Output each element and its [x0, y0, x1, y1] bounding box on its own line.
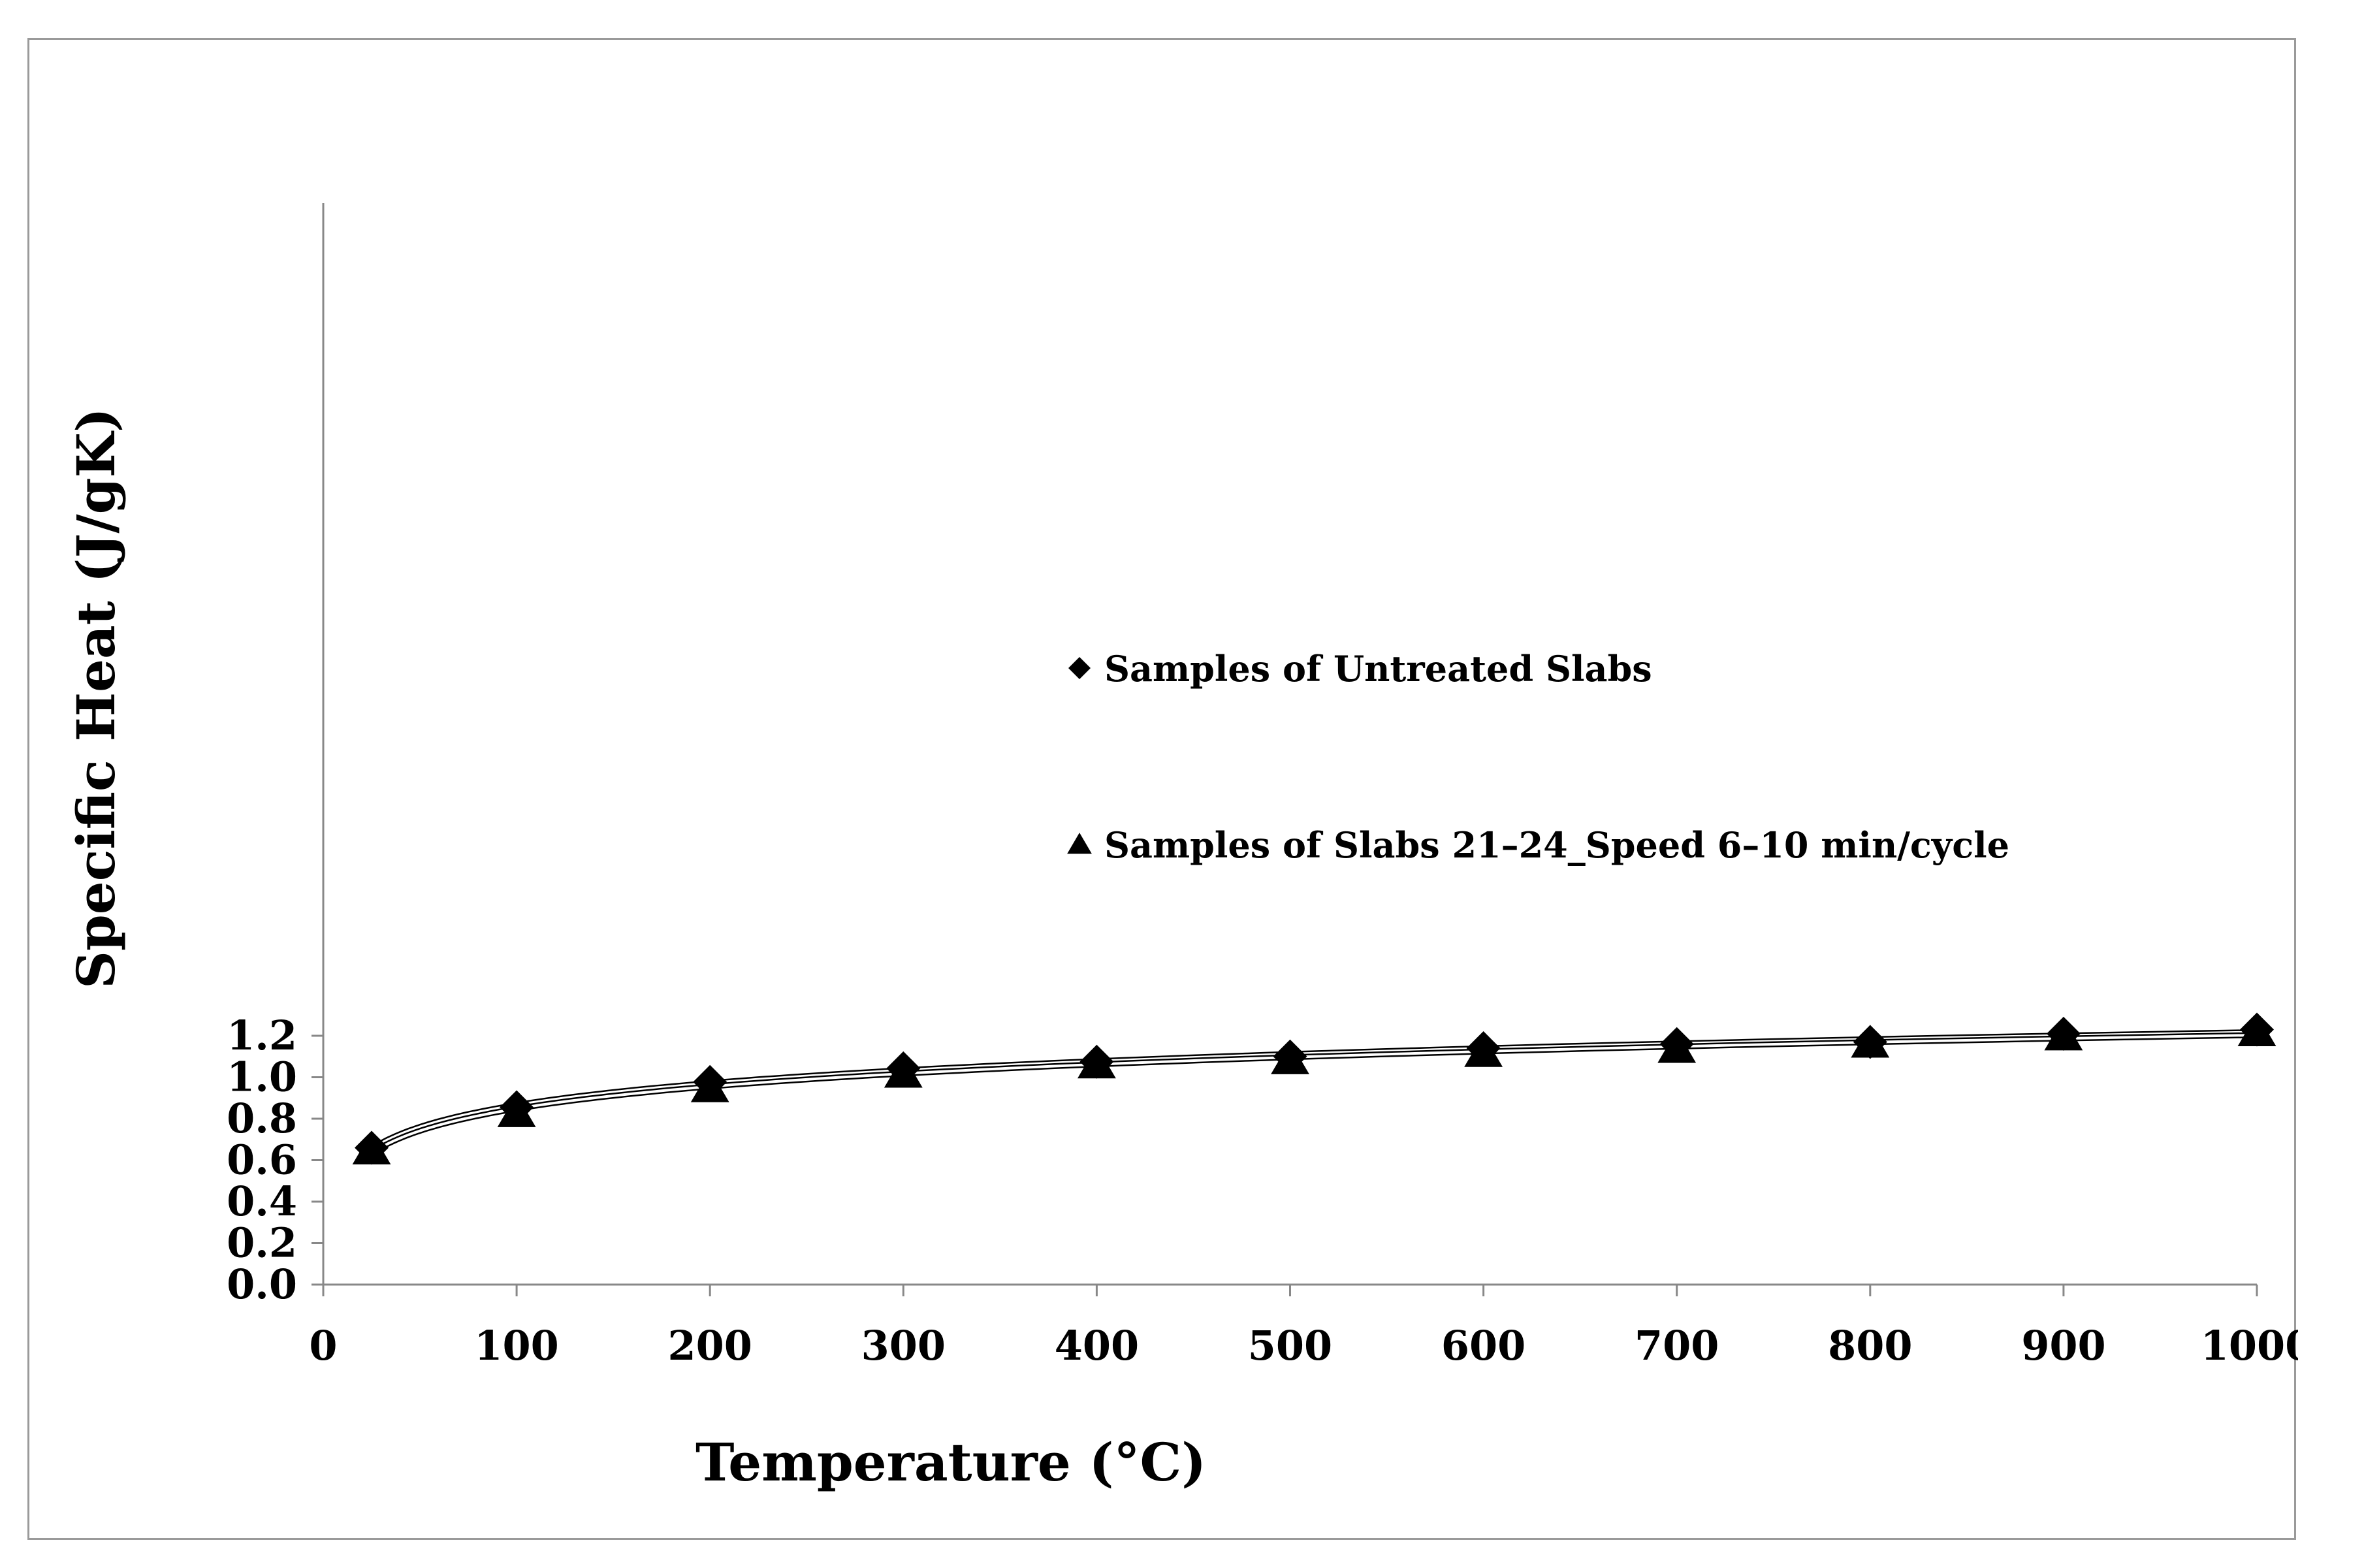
y-tick-label: 0.6	[227, 1136, 297, 1184]
trendline-2-inner	[370, 1034, 2258, 1155]
data-point-slabs-21-24	[497, 1094, 536, 1127]
x-tick-label: 700	[1635, 1322, 1719, 1369]
data-point-slabs-21-24	[1078, 1045, 1116, 1079]
x-tick-label: 900	[2021, 1322, 2105, 1369]
axes: 0.00.20.40.60.81.01.2 0 100 200 300 400 500 600…	[227, 203, 2298, 1369]
x-tick-label: 0	[309, 1322, 337, 1369]
x-tick-label: 800	[1828, 1322, 1912, 1369]
trendlines	[370, 1029, 2258, 1156]
data-point-slabs-21-24	[352, 1131, 391, 1165]
y-tick-label: 1.0	[227, 1053, 297, 1101]
y-tick-label: 0.4	[227, 1177, 297, 1225]
y-tick-label: 1.2	[227, 1012, 297, 1059]
y-tick-label: 0.0	[227, 1260, 297, 1308]
data-point-slabs-21-24	[690, 1069, 729, 1102]
markers	[352, 1012, 2276, 1165]
legend-label: Samples of Slabs 21–24_Speed 6–10 min/cy…	[1104, 824, 2009, 866]
legend-diamond-icon	[1068, 657, 1091, 679]
data-point-slabs-21-24	[1271, 1041, 1309, 1074]
trendline-1-inner	[370, 1031, 2258, 1150]
data-point-slabs-21-24	[884, 1055, 923, 1088]
x-tick-label: 400	[1055, 1322, 1139, 1369]
chart-svg: 0.00.20.40.60.81.01.2 0 100 200 300 400 500 600…	[65, 203, 2298, 1493]
x-tick-label: 200	[667, 1322, 752, 1369]
data-point-slabs-21-24	[1851, 1025, 1890, 1058]
y-tick-label: 0.2	[227, 1219, 297, 1267]
data-point-slabs-21-24	[2044, 1017, 2083, 1051]
y-axis-title: Specific Heat (J/gK)	[65, 408, 127, 989]
x-tick-label: 600	[1441, 1322, 1525, 1369]
data-point-slabs-21-24	[1657, 1030, 1697, 1063]
legend-triangle-icon	[1067, 833, 1092, 854]
legend-label: Samples of Untreated Slabs	[1104, 648, 1652, 690]
chart-frame: 0.0 0.2 0.4 0.6 0.8 1.0 1.2 0 100 200 300 400 500 600…	[27, 38, 2298, 1540]
legend: Samples of Untreated Slabs Samples of Sla…	[1067, 648, 2009, 866]
data-point-slabs-21-24	[2237, 1013, 2276, 1047]
data-point-slabs-21-24	[1464, 1034, 1503, 1067]
y-tick-label: 0.8	[227, 1095, 297, 1142]
x-tick-label: 100	[474, 1322, 558, 1369]
x-axis-title: Temperature (°C)	[695, 1432, 1206, 1493]
x-tick-label: 500	[1248, 1322, 1332, 1369]
x-tick-label: 1000	[2201, 1322, 2298, 1369]
x-tick-label: 300	[861, 1322, 946, 1369]
